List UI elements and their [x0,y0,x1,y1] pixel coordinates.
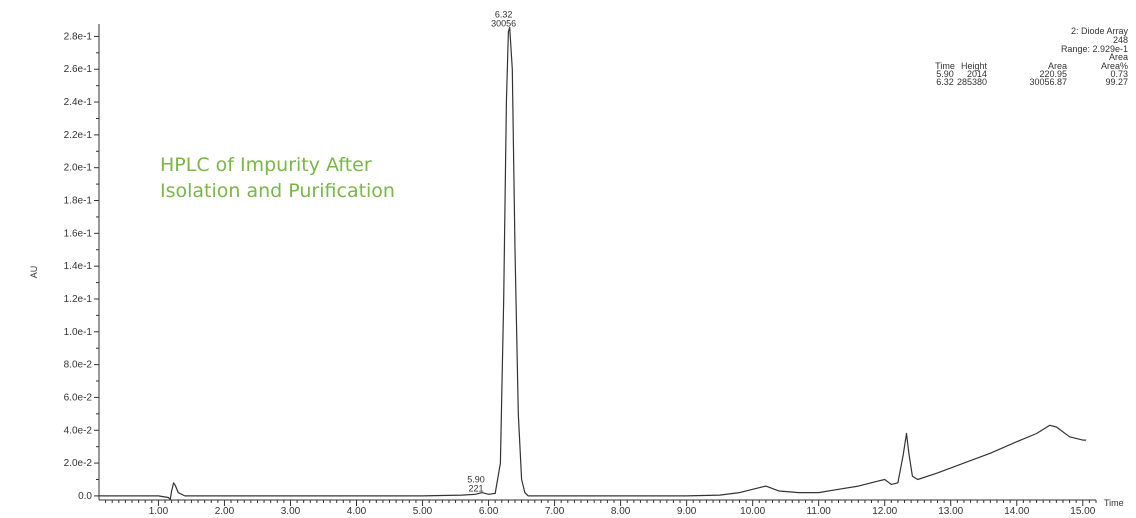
info-table-cell: 2014 [967,69,987,79]
x-tick-label: 5.00 [413,506,433,517]
x-tick-label: 1.00 [149,506,169,517]
y-axis-label: AU [29,266,39,279]
y-tick-label: 1.6e-1 [64,228,93,239]
y-tick-label: 1.4e-1 [64,261,93,272]
info-table-cell: 220.95 [1039,69,1067,79]
y-tick-label: 1.8e-1 [64,196,93,207]
chromatogram-trace [99,26,1087,500]
peak-area-label: 30056 [491,19,516,29]
info-table-cell: 30056.87 [1029,77,1067,87]
y-tick-label: 1.0e-1 [64,327,93,338]
y-tick-label: 8.0e-2 [64,360,93,371]
x-tick-label: 14.00 [1004,506,1029,517]
y-tick-label: 2.0e-1 [64,163,93,174]
y-tick-label: 2.8e-1 [64,31,93,42]
info-table-cell: 99.27 [1105,77,1128,87]
info-table-cell: 285380 [957,77,987,87]
info-column-header: Time [935,61,955,71]
x-tick-label: 4.00 [347,506,367,517]
y-tick-label: 2.6e-1 [64,64,93,75]
info-column-header: Area [1048,61,1067,71]
x-tick-label: 10.00 [740,506,765,517]
y-tick-label: 2.0e-2 [64,458,93,469]
info-column-header: Height [961,61,988,71]
info-table-cell: 6.32 [936,77,954,87]
y-tick-label: 2.2e-1 [64,130,93,141]
chart-title-line-1: HPLC of Impurity After [160,154,372,176]
info-column-header: Area% [1101,61,1128,71]
y-tick-label: 4.0e-2 [64,425,93,436]
x-tick-label: 3.00 [281,506,301,517]
x-tick-label: 13.00 [938,506,963,517]
peak-table: Time Height Area Area% 5.90 2014 220.95 0.73 6.3… [935,61,1128,87]
tick-labels: 0.0 2.0e-2 4.0e-2 6.0e-2 8.0e-2 1.0e-1 1.2e-1 1… [64,31,1096,517]
x-tick-label: 15.00 [1070,506,1095,517]
x-axis-label: Time [1104,498,1124,508]
x-tick-label: 2.00 [215,506,235,517]
peak-area-label: 221 [468,484,483,494]
range-label: Range: 2.929e-1 [1061,44,1128,54]
y-tick-label: 2.4e-1 [64,97,93,108]
x-tick-label: 9.00 [677,506,697,517]
x-tick-label: 7.00 [545,506,565,517]
peak-time-label: 6.32 [495,10,513,20]
x-tick-label: 8.00 [611,506,631,517]
chart-title-line-2: Isolation and Purification [160,180,395,202]
x-tick-label: 11.00 [807,506,832,517]
area-header: Area [1109,52,1128,62]
wavelength-label: 248 [1113,35,1128,45]
peak-info-box: 2: Diode Array 248 Range: 2.929e-1 Area … [935,26,1128,87]
y-tick-label: 0.0 [78,491,92,502]
info-table-cell: 0.73 [1110,69,1128,79]
info-table-cell: 5.90 [936,69,954,79]
y-tick-label: 6.0e-2 [64,392,93,403]
peak-time-label: 5.90 [467,475,485,485]
x-tick-label: 12.00 [872,506,897,517]
x-tick-label: 6.00 [479,506,499,517]
series-layer [99,26,1087,500]
y-tick-label: 1.2e-1 [64,294,93,305]
detector-label: 2: Diode Array [1071,26,1129,36]
axes [94,24,1097,506]
